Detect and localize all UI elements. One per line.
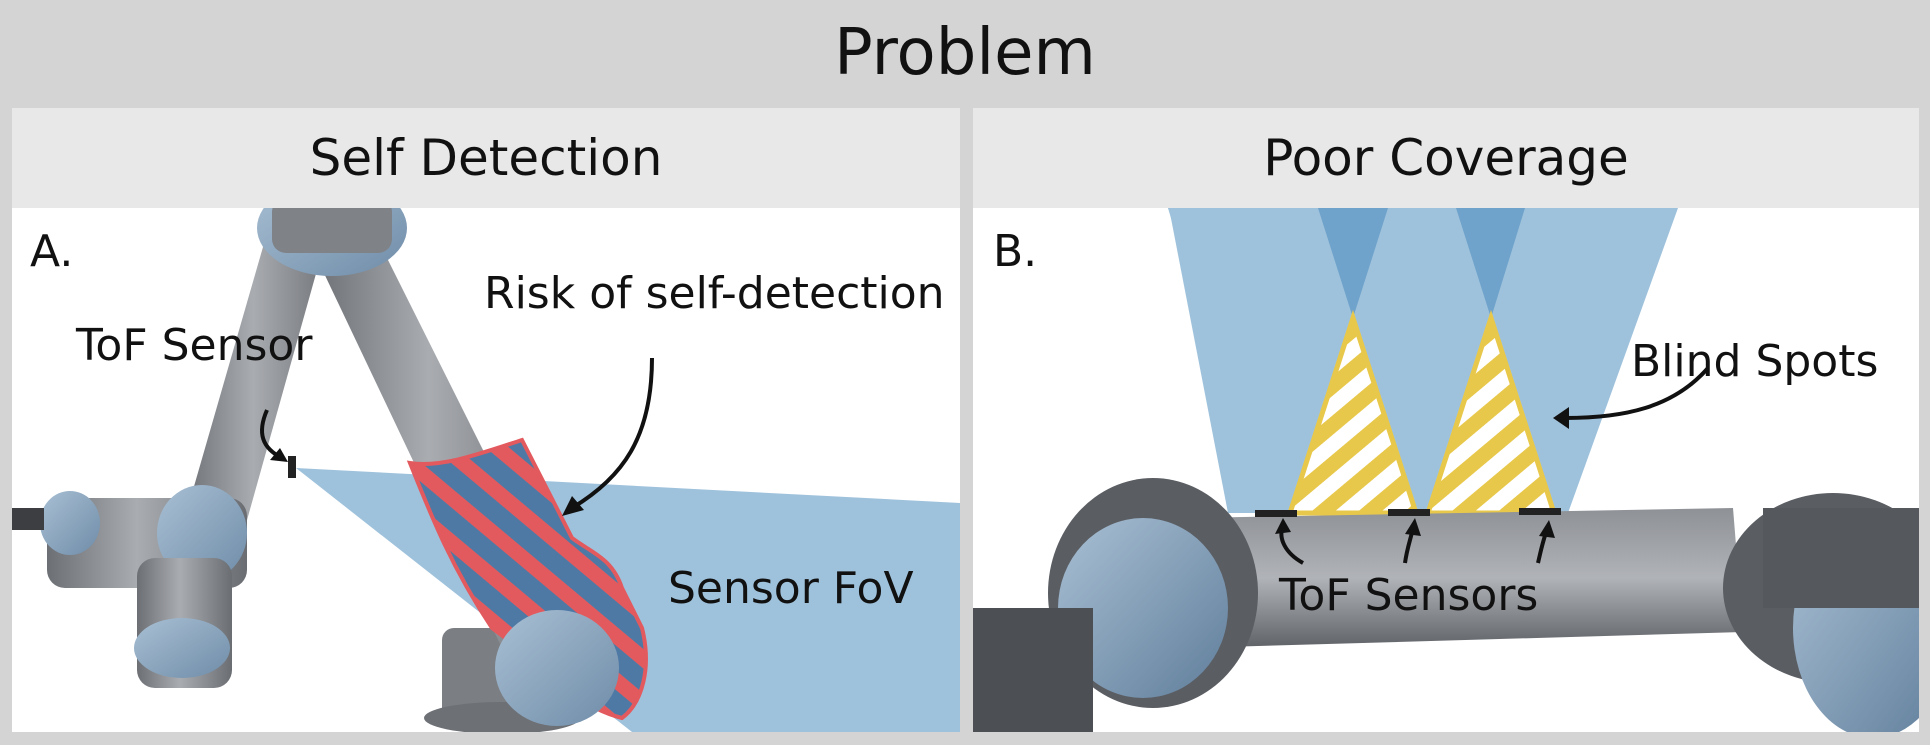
poor-coverage-scene: [973, 208, 1919, 732]
tof-sensor-arrowhead: [270, 448, 288, 462]
sensor-arrowhead-1: [1275, 518, 1291, 534]
panel-letter-b: B.: [993, 226, 1038, 277]
overlap-zone-1: [1318, 208, 1388, 318]
figure-title: Problem: [834, 16, 1096, 90]
blind-spot-arrow: [1564, 366, 1710, 420]
robot-wrist-joint: [157, 485, 247, 581]
tof-sensor-2: [1388, 509, 1430, 516]
panel-divider: [960, 106, 973, 745]
robot-gripper: [12, 508, 44, 530]
robot-link-horizontal: [1188, 508, 1743, 648]
robot-end-effector: [40, 491, 100, 555]
tof-sensor-3: [1519, 508, 1561, 515]
risk-arrowhead: [562, 496, 584, 516]
self-detection-scene: [12, 208, 960, 732]
panel-letter-a: A.: [30, 226, 74, 277]
overlap-zone-2: [1456, 208, 1525, 318]
panel-header-poor-coverage: Poor Coverage: [973, 108, 1919, 208]
panel-header-self-detection: Self Detection: [12, 108, 960, 208]
robot-lower-joint: [134, 618, 230, 678]
fov-label: Sensor FoV: [668, 563, 914, 614]
panel-poor-coverage: Poor Coverage: [973, 108, 1919, 732]
robot-top-joint-body: [272, 208, 392, 253]
tof-sensor-label: ToF Sensor: [76, 320, 313, 371]
robot-right-extension: [1763, 508, 1919, 608]
tof-sensor-1: [1255, 510, 1297, 517]
panel-self-detection: Self Detection: [12, 108, 960, 732]
sensor-arrowhead-3: [1539, 520, 1555, 538]
risk-label: Risk of self-detection: [484, 268, 945, 319]
blind-spots-label: Blind Spots: [1631, 336, 1879, 387]
sensor-fov-wide: [1168, 208, 1678, 513]
robot-upper-arm-left: [182, 208, 335, 538]
tof-sensor-marker: [288, 456, 296, 478]
robot-base-joint: [495, 610, 619, 726]
robot-left-extension: [973, 608, 1093, 732]
blind-spot-1: [1286, 309, 1420, 516]
blind-spot-arrowhead: [1553, 407, 1569, 429]
robot-left-joint-cap: [1058, 518, 1228, 698]
tof-sensors-label: ToF Sensors: [1279, 570, 1539, 621]
sensor-arrowhead-2: [1405, 518, 1421, 536]
risk-arrow: [570, 357, 654, 510]
